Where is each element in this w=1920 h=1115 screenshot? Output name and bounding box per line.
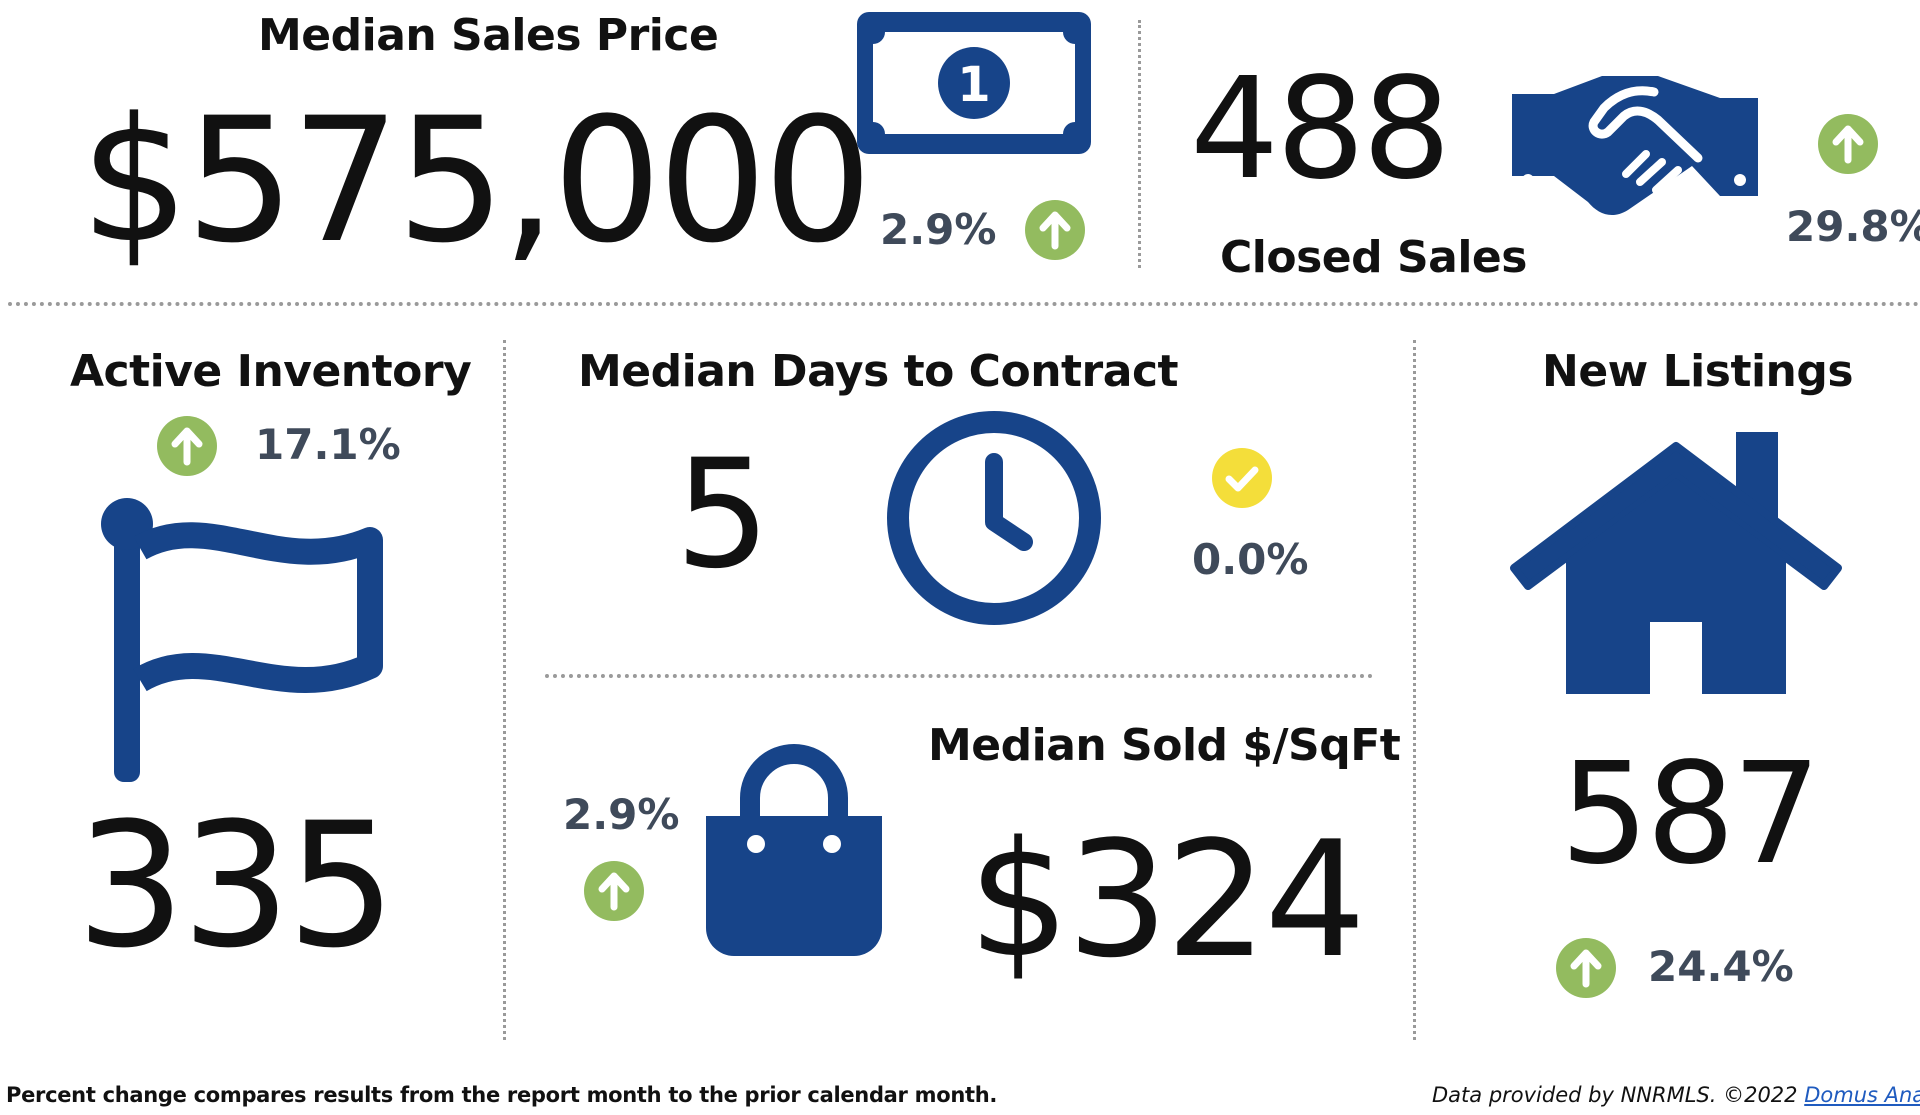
median-sales-price-title: Median Sales Price [258,10,719,61]
new-listings-title: New Listings [1542,346,1854,397]
median-sold-per-sqft-title: Median Sold $/SqFt [928,720,1401,771]
divider-middle-horizontal [545,674,1373,678]
svg-text:1: 1 [957,57,990,113]
handshake-icon [1508,70,1760,220]
median-days-to-contract-value: 5 [675,428,771,602]
divider-top-vertical [1138,20,1141,268]
new-listings-value: 587 [1560,733,1821,896]
clock-icon [886,410,1102,626]
arrow-up-icon [1556,938,1616,998]
arrow-up-icon [1818,114,1878,174]
divider-right-vertical [1413,340,1416,1040]
shopping-bag-icon [706,744,882,956]
median-days-to-contract-title: Median Days to Contract [578,346,1179,397]
flag-icon [100,498,390,782]
active-inventory-title: Active Inventory [70,346,472,397]
arrow-up-icon [1025,200,1085,260]
median-sales-price-value: $575,000 [80,80,873,281]
dollar-bill-icon: 1 [857,12,1091,154]
house-icon [1508,432,1844,694]
median-sold-per-sqft-value: $324 [968,806,1366,993]
new-listings-change: 24.4% [1648,942,1794,991]
closed-sales-title: Closed Sales [1220,232,1527,283]
footer-note: Percent change compares results from the… [6,1083,998,1107]
check-circle-icon [1212,448,1272,508]
median-days-to-contract-change: 0.0% [1192,535,1309,584]
divider-left-vertical [503,340,506,1040]
domus-analytics-link[interactable]: Domus Analytics [1804,1083,1920,1107]
footer-credit-text: Data provided by NNRMLS. ©2022 [1432,1083,1798,1107]
median-sold-per-sqft-change: 2.9% [563,790,680,839]
footer-credit: Data provided by NNRMLS. ©2022 Domus Ana… [1432,1083,1920,1107]
active-inventory-change: 17.1% [255,420,401,469]
arrow-up-icon [157,416,217,476]
closed-sales-value: 488 [1190,48,1451,211]
active-inventory-value: 335 [76,785,396,986]
divider-top-horizontal [8,302,1920,306]
median-sales-price-change: 2.9% [880,205,997,254]
arrow-up-icon [584,861,644,921]
closed-sales-change: 29.8% [1786,202,1920,251]
